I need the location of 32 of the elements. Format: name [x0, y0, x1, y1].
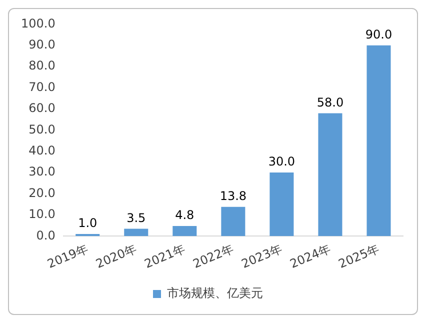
x-tick-label: 2024年: [288, 242, 333, 272]
bar: [318, 113, 342, 236]
data-label: 58.0: [316, 95, 344, 110]
bar: [270, 172, 294, 236]
bar: [221, 206, 246, 236]
y-tick-label: 20.0: [28, 186, 56, 200]
data-label: 1.0: [78, 216, 98, 230]
x-tick-label: 2025年: [336, 242, 382, 272]
y-tick-label: 100.0: [20, 16, 56, 30]
bar: [124, 228, 148, 236]
x-tick-label: 2023年: [239, 242, 284, 272]
data-label: 90.0: [365, 28, 392, 42]
bar: [172, 226, 197, 236]
y-tick-label: 40.0: [28, 143, 56, 158]
y-tick-label: 60.0: [28, 101, 56, 116]
data-label: 30.0: [268, 154, 296, 169]
y-tick-label: 0.0: [36, 228, 56, 242]
data-label: 3.5: [126, 210, 146, 225]
y-tick-label: 30.0: [28, 164, 56, 179]
y-tick-label: 10.0: [28, 207, 56, 222]
y-tick-label: 80.0: [28, 58, 56, 73]
y-tick-label: 90.0: [28, 38, 56, 52]
x-tick-label: 2019年: [45, 242, 90, 272]
bar: [366, 45, 391, 236]
data-label: 13.8: [220, 189, 247, 204]
x-tick-label: 2020年: [94, 242, 139, 272]
legend-label: 市场规模、亿美元: [167, 286, 263, 300]
x-tick-label: 2021年: [142, 242, 188, 272]
data-label: 4.8: [175, 208, 194, 222]
y-tick-label: 70.0: [28, 80, 56, 94]
y-tick-label: 50.0: [28, 122, 56, 136]
x-tick-label: 2022年: [190, 242, 236, 272]
